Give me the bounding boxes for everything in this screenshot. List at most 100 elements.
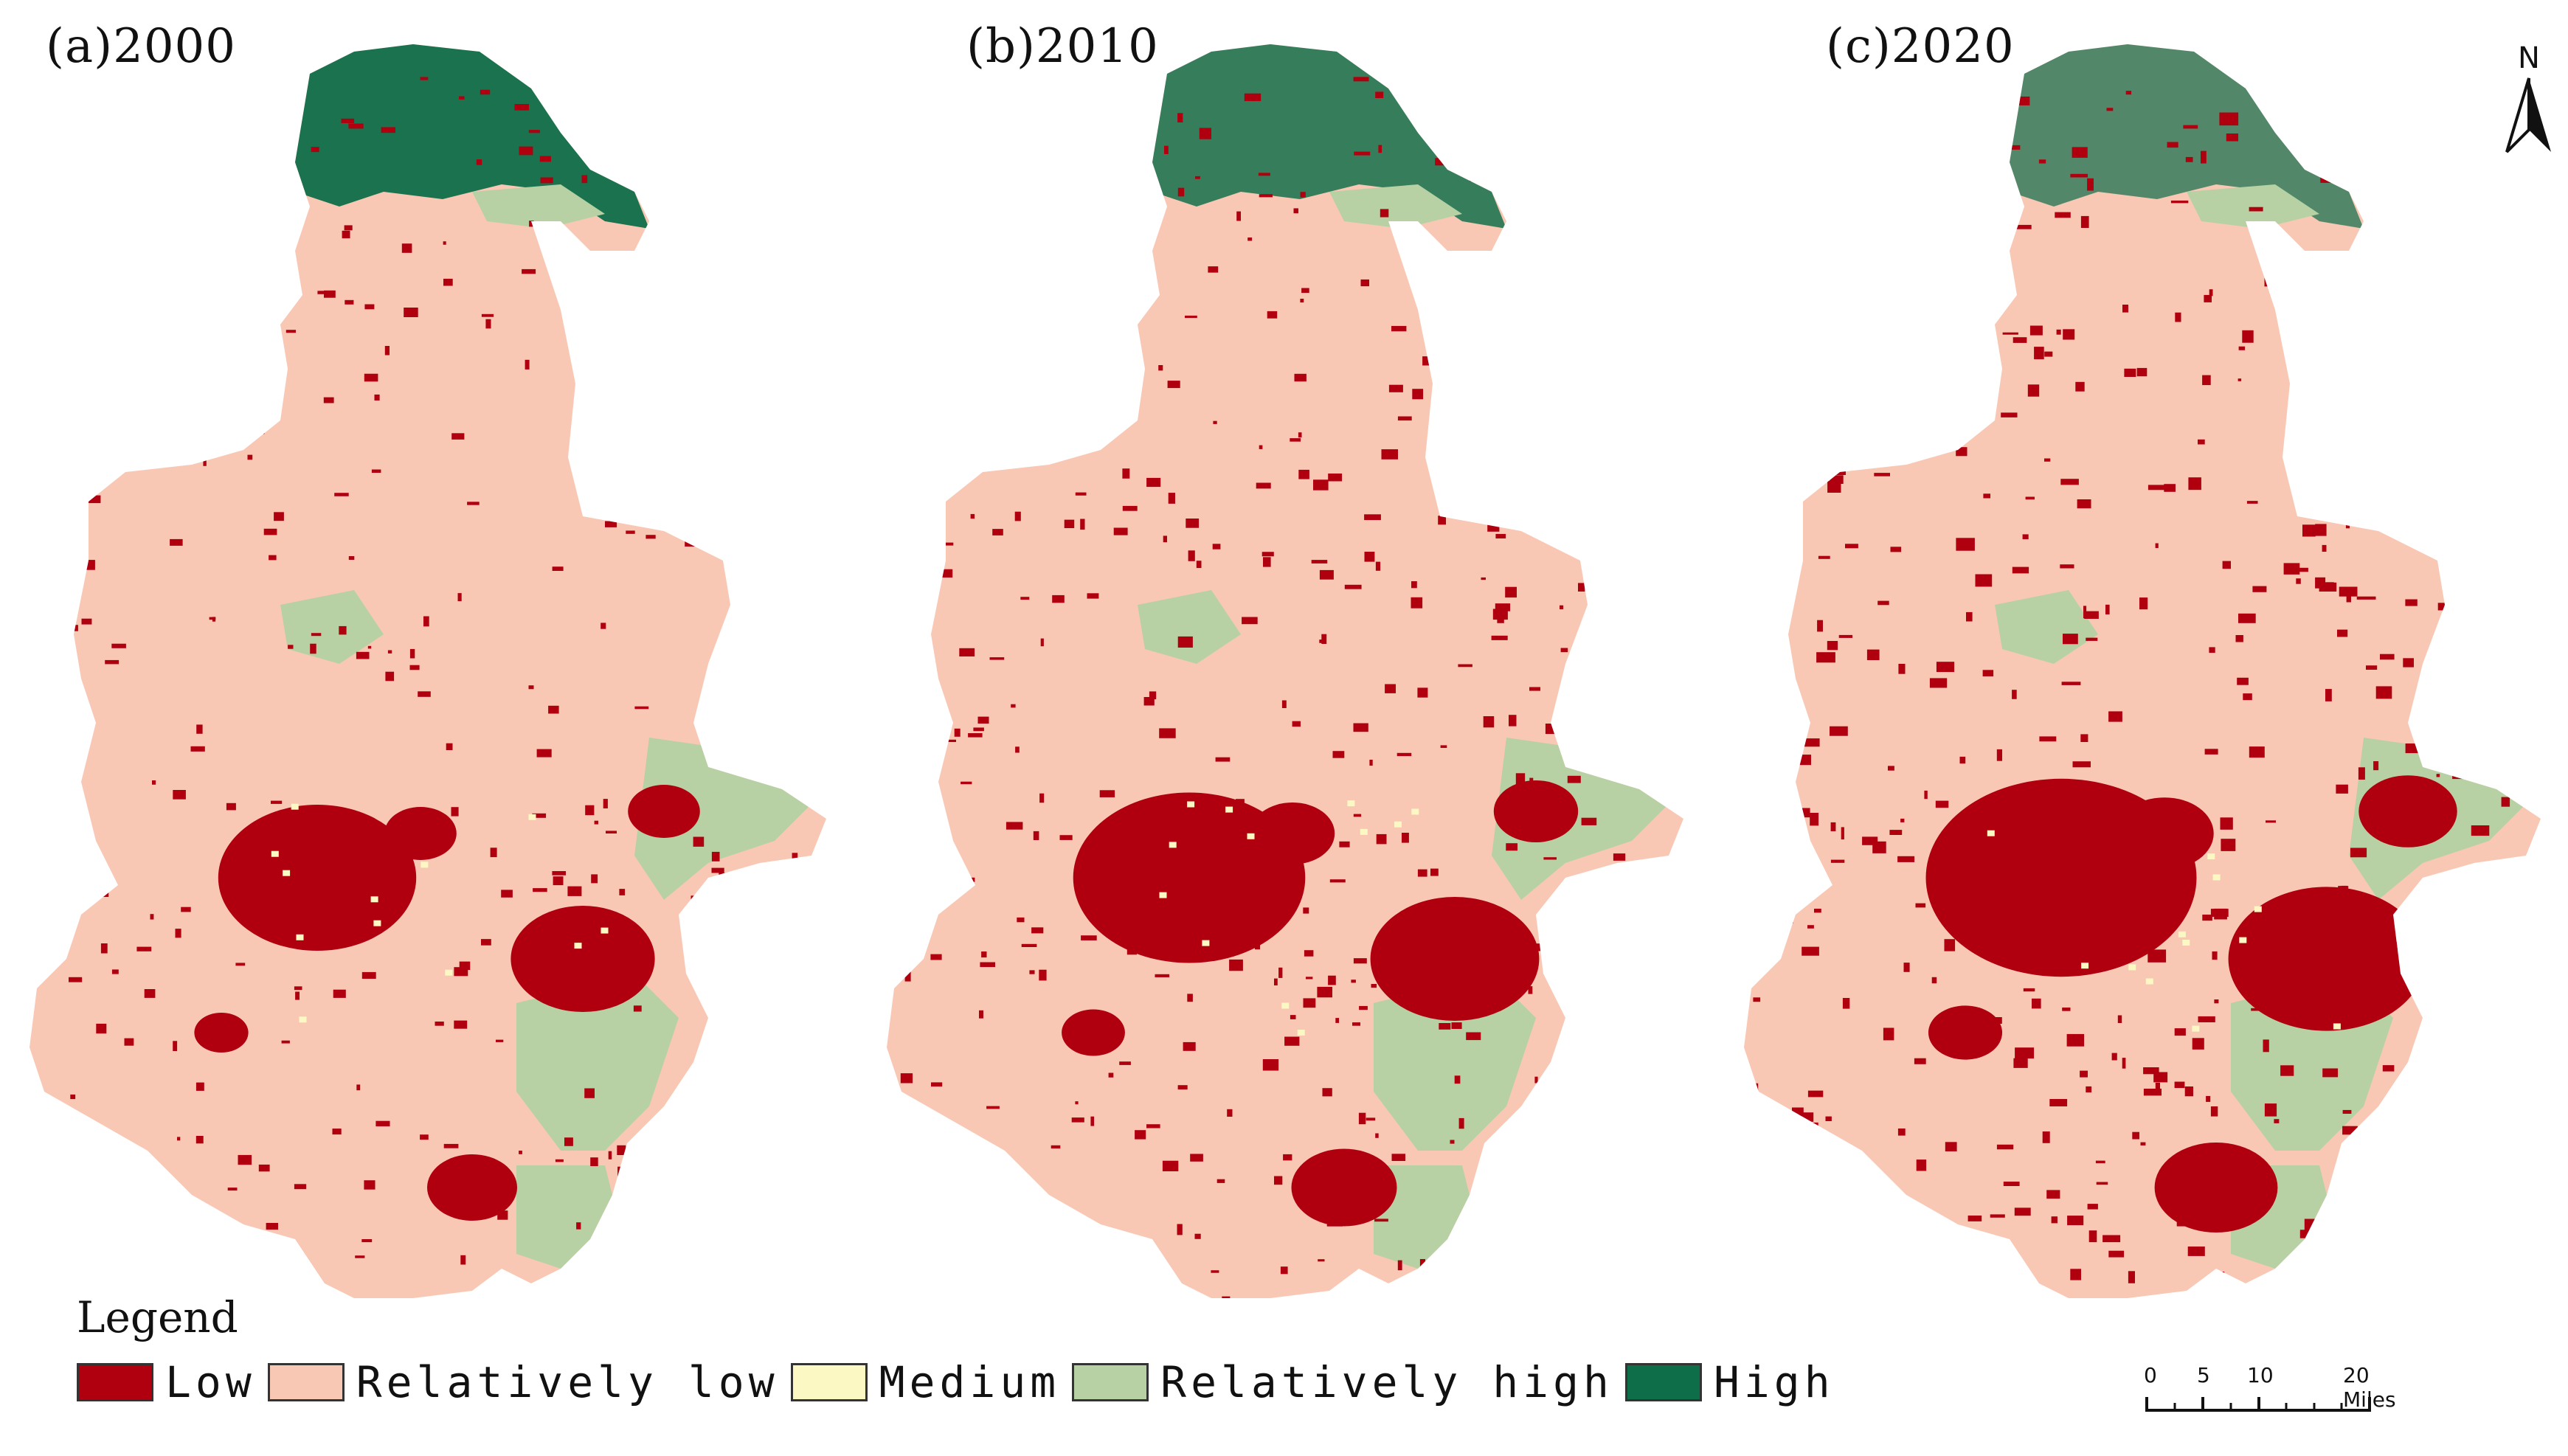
map-patch-low	[2218, 1272, 2225, 1280]
map-patch-low	[1321, 634, 1327, 644]
map-patch-low	[800, 238, 807, 249]
map-patch-low	[626, 178, 631, 187]
map-patch-low	[2243, 693, 2252, 701]
map-patch-low	[311, 147, 319, 153]
map-patch-low	[2491, 1139, 2510, 1146]
map-patch-low	[2338, 886, 2349, 890]
map-region-relatively-low	[1744, 44, 2541, 1298]
map-patch-low	[1807, 1090, 1824, 1098]
map-patch-low	[348, 556, 355, 560]
map-patch-low	[2187, 1247, 2205, 1256]
map-patch-low	[2418, 166, 2425, 175]
map-patch-low	[786, 569, 797, 575]
map-patch-low	[1799, 755, 1811, 766]
map-patch-low	[480, 89, 491, 95]
map-patch-low	[1967, 1216, 1982, 1221]
map-patch-low	[2522, 1223, 2541, 1233]
map-patch-low	[2176, 1220, 2194, 1227]
map-patch-low	[1951, 1035, 1956, 1041]
map-patch-low	[1163, 535, 1167, 543]
map-patch-low	[590, 1157, 598, 1166]
map-patch-low	[2405, 743, 2424, 754]
map-patch-low	[2080, 734, 2088, 742]
legend-label-relatively-low: Relatively low	[356, 1357, 779, 1407]
map-patch-low	[2047, 816, 2052, 821]
map-patch-low	[1039, 793, 1045, 803]
map-patch-low	[1376, 833, 1387, 845]
map-patch-low	[2023, 806, 2036, 813]
map-patch-low	[1629, 1194, 1633, 1199]
map-patch-low	[2508, 1143, 2516, 1148]
map-patch-low	[264, 299, 276, 305]
map-region-low	[2228, 887, 2426, 1031]
map-patch-low	[1638, 259, 1648, 262]
map-patch-low	[2307, 1250, 2312, 1255]
map-patch-low	[1332, 751, 1345, 758]
map-patch-low	[1627, 986, 1634, 997]
map-patch-low	[1505, 586, 1517, 598]
map-patch-low	[1112, 1040, 1116, 1049]
scale-bar: 0 5 10 20 Miles	[2144, 1363, 2396, 1422]
map-patch-low	[2013, 1058, 2028, 1068]
map-patch-low	[983, 316, 995, 319]
map-patch-low	[2155, 543, 2159, 548]
map-patch-low	[361, 1239, 373, 1243]
map-patch-low	[1283, 1154, 1292, 1161]
map-region-relatively-high	[516, 1165, 620, 1269]
map-patch-low	[2039, 736, 2057, 742]
map-patch-low	[2414, 433, 2420, 446]
map-patch-low	[519, 1151, 522, 1154]
map-patch-low	[124, 1038, 134, 1046]
map-patch-low	[239, 86, 244, 96]
map-patch-low	[2320, 176, 2332, 183]
map-patch-low	[937, 542, 954, 546]
map-patch-low	[2080, 1070, 2088, 1078]
map-patch-low	[774, 592, 789, 597]
map-patch-low	[1993, 97, 2008, 107]
map-patch-low	[559, 1271, 572, 1279]
map-patch-low	[711, 867, 724, 873]
map-patch-low	[1874, 312, 1894, 319]
map-patch-low	[1422, 356, 1439, 366]
panel-title-2020: (c)2020	[1826, 19, 2015, 74]
map-patch-low	[888, 555, 902, 561]
map-region-low	[194, 1013, 249, 1053]
map-patch-low	[190, 746, 205, 752]
map-patch-low	[2478, 1294, 2483, 1298]
map-patch-low	[2167, 809, 2181, 821]
map-patch-low	[1900, 818, 1905, 822]
map-patch-low	[2132, 1131, 2139, 1140]
map-patch-low	[2204, 749, 2218, 755]
map-patch-low	[2210, 1106, 2218, 1117]
map-patch-medium	[2333, 1023, 2341, 1030]
map-patch-low	[2445, 303, 2456, 312]
map-patch-low	[324, 290, 336, 298]
map-patch-low	[907, 212, 916, 218]
map-patch-low	[1261, 552, 1274, 557]
map-region-relatively-low	[887, 44, 1683, 1298]
map-patch-low	[496, 1039, 504, 1042]
map-patch-low	[1451, 1022, 1462, 1029]
map-patch-low	[707, 142, 714, 145]
map-patch-low	[1200, 870, 1215, 876]
map-patch-low	[1832, 469, 1846, 475]
map-patch-low	[1155, 974, 1170, 977]
map-patch-low	[207, 1236, 216, 1247]
map-patch-low	[1911, 433, 1931, 443]
map-patch-low	[2184, 1193, 2191, 1202]
map-patch-low	[2264, 1103, 2277, 1117]
map-patch-low	[2070, 173, 2088, 178]
scale-tick-20-miles: 20 Miles	[2343, 1363, 2396, 1412]
map-region-high	[2010, 44, 2364, 229]
map-patch-low	[1830, 726, 1848, 736]
map-patch-low	[1982, 322, 1985, 329]
map-patch-low	[2447, 223, 2457, 229]
map-patch-low	[967, 1251, 982, 1261]
map-patch-low	[901, 235, 905, 244]
map-patch-low	[2292, 488, 2311, 498]
map-region-relatively-high	[2187, 184, 2319, 229]
map-patch-medium	[445, 969, 453, 976]
map-patch-low	[2022, 534, 2029, 540]
map-patch-low	[2192, 1038, 2204, 1050]
map-patch-low	[1503, 437, 1515, 440]
